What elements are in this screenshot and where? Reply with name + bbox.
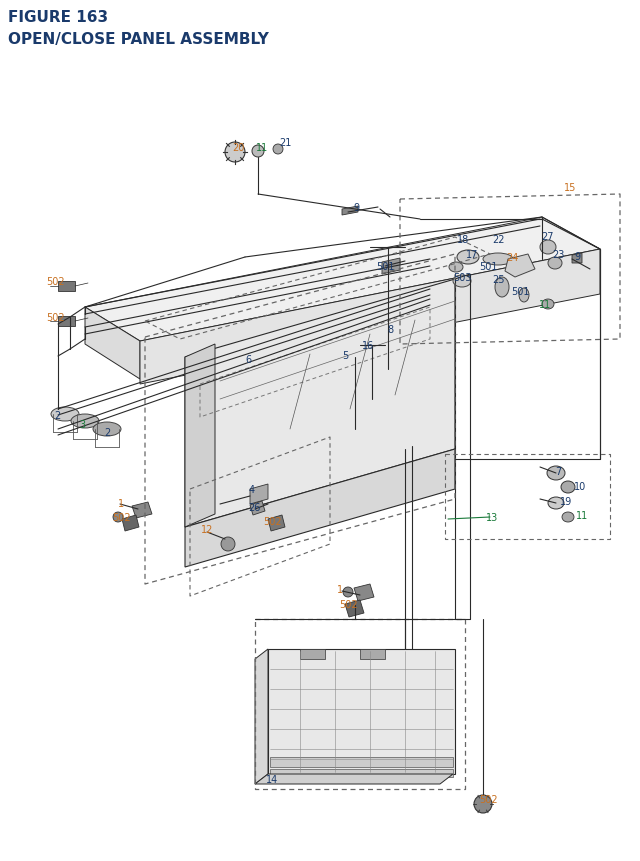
Ellipse shape: [453, 276, 471, 288]
Circle shape: [221, 537, 235, 551]
Circle shape: [343, 587, 353, 598]
Text: 10: 10: [574, 481, 586, 492]
Text: 9: 9: [353, 202, 359, 213]
Text: FIGURE 163: FIGURE 163: [8, 10, 108, 25]
Text: 4: 4: [249, 485, 255, 494]
Text: 25: 25: [492, 275, 504, 285]
Ellipse shape: [71, 414, 99, 429]
Polygon shape: [342, 207, 358, 216]
Polygon shape: [250, 501, 265, 516]
Ellipse shape: [483, 254, 513, 266]
Text: 15: 15: [564, 183, 576, 193]
Text: 5: 5: [342, 350, 348, 361]
Text: 502: 502: [339, 599, 357, 610]
Ellipse shape: [519, 288, 529, 303]
Circle shape: [252, 146, 264, 158]
Text: 501: 501: [479, 262, 497, 272]
Text: 3: 3: [79, 419, 85, 430]
Polygon shape: [572, 254, 582, 263]
Text: 21: 21: [279, 138, 291, 148]
Ellipse shape: [540, 241, 556, 255]
Polygon shape: [250, 485, 268, 505]
Polygon shape: [505, 255, 535, 278]
Ellipse shape: [562, 512, 574, 523]
Polygon shape: [58, 282, 75, 292]
Text: 8: 8: [387, 325, 393, 335]
Ellipse shape: [51, 407, 79, 422]
Polygon shape: [270, 757, 453, 767]
Text: 11: 11: [539, 300, 551, 310]
Polygon shape: [345, 600, 364, 617]
Ellipse shape: [542, 300, 554, 310]
Ellipse shape: [547, 467, 565, 480]
Text: 502: 502: [45, 276, 64, 287]
Ellipse shape: [495, 278, 509, 298]
Circle shape: [225, 143, 245, 163]
Polygon shape: [185, 449, 455, 567]
Ellipse shape: [93, 423, 121, 437]
Text: 501: 501: [376, 262, 394, 272]
Text: 13: 13: [486, 512, 498, 523]
Circle shape: [273, 145, 283, 155]
Text: 20: 20: [232, 143, 244, 152]
Text: 14: 14: [266, 774, 278, 784]
Ellipse shape: [457, 251, 479, 264]
Polygon shape: [132, 503, 152, 518]
Text: 26: 26: [248, 503, 260, 512]
Polygon shape: [122, 516, 139, 531]
Text: 1: 1: [118, 499, 124, 508]
Ellipse shape: [561, 481, 575, 493]
Text: 502: 502: [479, 794, 497, 804]
Text: 24: 24: [506, 253, 518, 263]
Text: 502: 502: [45, 313, 64, 323]
Polygon shape: [85, 218, 600, 342]
Polygon shape: [185, 344, 215, 528]
Circle shape: [474, 795, 492, 813]
Text: 7: 7: [555, 467, 561, 476]
Polygon shape: [354, 585, 374, 601]
Ellipse shape: [548, 257, 562, 269]
Text: 1: 1: [337, 585, 343, 594]
Text: 17: 17: [466, 250, 478, 260]
Polygon shape: [270, 769, 453, 777]
Text: 9: 9: [574, 251, 580, 262]
Polygon shape: [140, 250, 600, 385]
Text: 6: 6: [245, 355, 251, 364]
Text: 11: 11: [576, 511, 588, 520]
Circle shape: [113, 512, 123, 523]
Text: 503: 503: [452, 273, 471, 282]
Polygon shape: [268, 516, 285, 531]
Text: 502: 502: [262, 517, 282, 526]
Polygon shape: [360, 649, 385, 660]
Text: 22: 22: [492, 235, 504, 245]
Polygon shape: [85, 307, 140, 380]
Text: 23: 23: [552, 250, 564, 260]
Text: 16: 16: [362, 341, 374, 350]
Text: 501: 501: [511, 287, 529, 297]
Text: 12: 12: [201, 524, 213, 535]
Ellipse shape: [548, 498, 564, 510]
Ellipse shape: [449, 263, 463, 273]
Text: 19: 19: [560, 497, 572, 506]
Polygon shape: [255, 774, 453, 784]
Polygon shape: [255, 649, 268, 784]
Text: 502: 502: [112, 512, 131, 523]
Text: OPEN/CLOSE PANEL ASSEMBLY: OPEN/CLOSE PANEL ASSEMBLY: [8, 32, 269, 47]
Text: 18: 18: [457, 235, 469, 245]
Text: 2: 2: [54, 411, 60, 420]
Polygon shape: [185, 280, 455, 528]
Polygon shape: [58, 317, 75, 326]
Text: 27: 27: [541, 232, 554, 242]
Text: 11: 11: [256, 143, 268, 152]
Polygon shape: [268, 649, 455, 774]
Text: 2: 2: [104, 428, 110, 437]
Polygon shape: [382, 258, 400, 275]
Polygon shape: [300, 649, 325, 660]
